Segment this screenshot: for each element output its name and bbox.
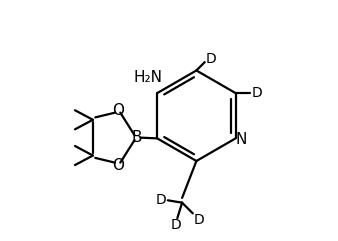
Text: H₂N: H₂N bbox=[133, 70, 162, 85]
Text: B: B bbox=[132, 130, 142, 145]
Text: O: O bbox=[112, 103, 124, 118]
Text: O: O bbox=[112, 158, 124, 173]
Text: D: D bbox=[251, 86, 262, 100]
Text: N: N bbox=[235, 132, 246, 147]
Text: D: D bbox=[206, 52, 217, 66]
Text: D: D bbox=[156, 193, 167, 207]
Text: D: D bbox=[194, 213, 205, 227]
Text: D: D bbox=[171, 218, 182, 232]
